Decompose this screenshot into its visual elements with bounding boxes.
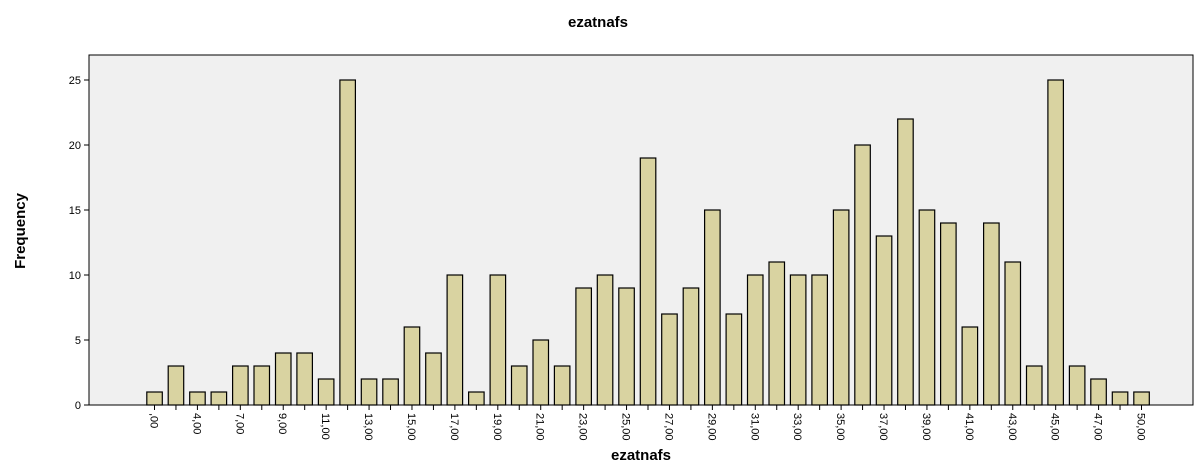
x-tick-label: 11,00	[319, 413, 331, 440]
x-tick-label: 13,00	[362, 413, 374, 441]
bar	[639, 157, 657, 406]
bar	[189, 391, 206, 406]
bar	[489, 274, 507, 406]
x-tick-label: 31,00	[748, 413, 760, 441]
bar	[382, 378, 399, 406]
x-tick-label: 29,00	[705, 413, 717, 441]
bar	[596, 274, 614, 406]
bar	[510, 365, 528, 406]
bars	[146, 79, 1150, 406]
bar	[1111, 391, 1129, 406]
bar	[746, 274, 764, 406]
bar	[360, 378, 378, 406]
x-axis-label: ezatnafs	[611, 447, 671, 464]
x-tick-label: 33,00	[791, 413, 803, 441]
bar	[832, 209, 850, 406]
bar	[532, 339, 550, 406]
bar	[618, 287, 635, 406]
x-tick-label: 50,00	[1135, 413, 1147, 441]
bar	[317, 378, 335, 406]
x-tick-label: 27,00	[663, 413, 675, 441]
x-tick-label: 9,00	[276, 413, 288, 434]
bar	[446, 274, 464, 406]
bar	[875, 235, 893, 406]
bar	[167, 365, 185, 406]
y-axis-label: Frequency	[12, 192, 29, 269]
bar	[253, 365, 271, 406]
bar	[1133, 391, 1150, 406]
x-tick-label: 23,00	[577, 413, 589, 441]
bar	[703, 209, 721, 406]
bar	[854, 144, 871, 406]
y-tick-label: 0	[75, 400, 81, 412]
bar	[468, 391, 485, 406]
bar	[403, 326, 421, 406]
bar	[232, 365, 249, 406]
x-axis: ,00 4,00 7,00 9,00 11,00 13,00 15,00 17,00 19,00…	[148, 405, 1147, 441]
x-tick-label: 35,00	[834, 413, 846, 441]
x-tick-label: 17,00	[448, 413, 460, 441]
y-tick-label: 25	[69, 75, 81, 87]
bar	[296, 352, 313, 406]
bar	[811, 274, 829, 406]
x-tick-label: 37,00	[877, 413, 889, 441]
bar	[553, 365, 571, 406]
bar	[146, 391, 163, 406]
bar	[1090, 378, 1107, 406]
x-tick-label: 19,00	[491, 413, 503, 441]
bar	[425, 352, 442, 406]
bar	[661, 313, 678, 406]
bar	[1004, 261, 1022, 406]
bar	[682, 287, 700, 406]
x-tick-label: 39,00	[920, 413, 932, 441]
chart-title: ezatnafs	[568, 14, 628, 31]
y-tick-label: 5	[75, 335, 81, 347]
bar	[575, 287, 593, 406]
x-tick-label: 41,00	[963, 413, 975, 441]
bar	[274, 352, 292, 406]
bar	[897, 118, 914, 406]
bar	[725, 313, 743, 406]
x-tick-label: 25,00	[620, 413, 632, 441]
x-tick-label: 15,00	[405, 413, 417, 441]
bar	[768, 261, 786, 406]
x-tick-label: 45,00	[1049, 413, 1061, 441]
bar	[789, 274, 807, 406]
x-tick-label: 43,00	[1006, 413, 1018, 441]
x-tick-label: 21,00	[534, 413, 546, 441]
bar	[1025, 365, 1043, 406]
bar	[939, 222, 957, 406]
y-axis: 0 5 10 15 20 25	[69, 75, 89, 412]
x-tick-label: 47,00	[1092, 413, 1104, 441]
bar	[961, 326, 979, 406]
bar	[1068, 365, 1086, 406]
bar	[918, 209, 936, 406]
y-tick-label: 20	[69, 140, 81, 152]
bar	[982, 222, 1000, 406]
y-tick-label: 15	[69, 205, 81, 217]
x-tick-label: 4,00	[190, 413, 202, 434]
bar	[210, 391, 228, 406]
x-tick-label: ,00	[148, 413, 160, 428]
x-tick-label: 7,00	[233, 413, 245, 434]
bar	[339, 79, 356, 406]
bar	[1047, 79, 1065, 406]
y-tick-label: 10	[69, 270, 81, 282]
